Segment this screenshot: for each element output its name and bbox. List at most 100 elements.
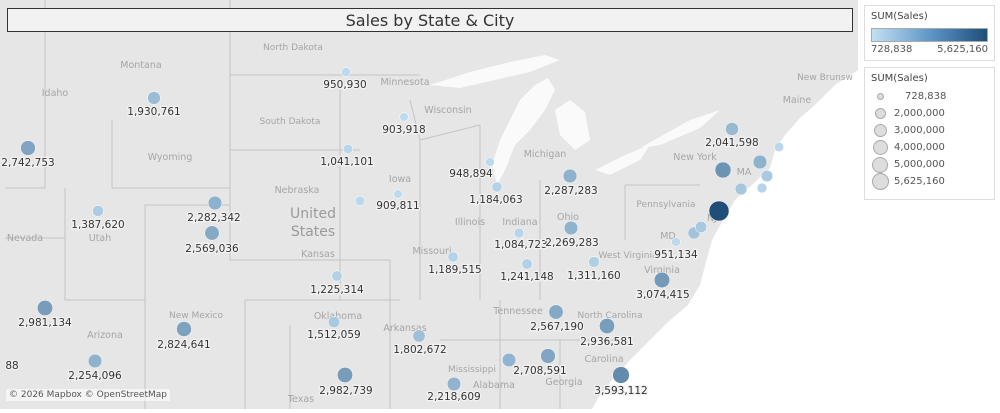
state-label: North Dakota — [263, 43, 323, 53]
state-label: NJ — [707, 213, 717, 224]
state-label: Wisconsin — [424, 105, 471, 116]
sales-marker — [337, 367, 353, 383]
size-legend-item: 4,000,000 — [865, 139, 994, 156]
sales-label: 1,225,314 — [310, 284, 364, 296]
size-circle-icon — [873, 124, 887, 137]
sales-marker — [548, 304, 564, 320]
color-legend-max: 5,625,160 — [937, 44, 988, 55]
sales-label: 2,287,283 — [544, 185, 597, 197]
state-label: Indiana — [502, 217, 537, 228]
sales-label: 2,254,096 — [68, 370, 122, 382]
color-gradient-bar — [871, 28, 988, 42]
state-label: Nevada — [7, 233, 43, 244]
state-label: Tennessee — [492, 306, 543, 317]
state-label: New Mexico — [169, 311, 223, 321]
sales-label: 2,569,036 — [185, 243, 239, 255]
sales-marker — [176, 321, 192, 337]
sales-label: 2,982,739 — [319, 385, 372, 397]
size-legend: SUM(Sales) 728,838 2,000,000 3,000,000 4,00… — [864, 67, 995, 200]
sales-marker — [399, 112, 409, 122]
size-circle-icon — [872, 140, 888, 155]
sales-label: 951,134 — [654, 249, 698, 261]
state-label: Ohio — [557, 212, 579, 223]
size-legend-label: 728,838 — [905, 91, 947, 102]
sales-label: 909,811 — [376, 200, 419, 212]
color-legend: SUM(Sales) 728,838 5,625,160 — [864, 5, 995, 61]
sales-label: 1,241,148 — [500, 271, 553, 283]
sales-label: 948,894 — [449, 168, 493, 180]
size-legend-label: 5,625,160 — [894, 176, 945, 187]
size-legend-title: SUM(Sales) — [871, 73, 928, 84]
sales-marker — [734, 182, 748, 196]
sales-label: 2,041,598 — [705, 137, 758, 149]
state-label: Wyoming — [148, 152, 193, 163]
state-label: Oklahoma — [314, 311, 362, 322]
sales-label: 3,593,112 — [594, 385, 647, 397]
sales-marker — [588, 256, 600, 268]
size-legend-item: 3,000,000 — [865, 122, 994, 139]
size-legend-label: 5,000,000 — [894, 159, 945, 170]
sales-label: 903,918 — [382, 124, 425, 136]
sales-label: 2,269,283 — [545, 237, 598, 249]
lake-ontario — [640, 110, 720, 148]
sales-label: 1,802,672 — [393, 344, 446, 356]
sales-marker — [446, 376, 462, 392]
sales-marker — [760, 169, 774, 183]
sales-marker — [412, 329, 426, 343]
sales-marker — [92, 205, 104, 217]
lake-superior — [430, 55, 560, 88]
state-label: Arizona — [87, 330, 123, 341]
state-label: New Brunsw — [797, 73, 853, 83]
size-circle-icon — [876, 93, 884, 100]
sales-label: 2,708,591 — [513, 365, 566, 377]
sales-label: 2,218,609 — [427, 391, 480, 403]
ocean — [592, 70, 858, 409]
state-label: Mississippi — [448, 365, 496, 375]
sales-label: 2,824,641 — [157, 339, 210, 351]
state-border — [5, 0, 46, 189]
sales-marker — [87, 353, 103, 369]
sales-marker — [612, 366, 630, 384]
size-legend-item: 5,625,160 — [865, 173, 994, 190]
size-legend-label: 2,000,000 — [894, 108, 945, 119]
state-label: Pennsylvania — [636, 200, 695, 210]
state-border — [229, 0, 390, 261]
sales-marker — [447, 251, 459, 263]
state-label: West Virginia — [599, 251, 658, 261]
sales-marker — [37, 300, 53, 316]
sales-label: 2,282,342 — [187, 212, 240, 224]
state-label: Nebraska — [275, 185, 320, 196]
sales-label: 1,930,761 — [127, 106, 180, 118]
state-label: MD — [660, 231, 676, 242]
sales-marker — [752, 154, 768, 170]
state-label: Michigan — [524, 149, 567, 160]
state-label: Idaho — [42, 88, 69, 99]
size-legend-label: 3,000,000 — [894, 125, 945, 136]
sales-marker — [694, 220, 708, 234]
sales-label: 2,742,753 — [1, 157, 54, 169]
sales-marker — [708, 200, 730, 222]
sales-marker — [774, 142, 784, 152]
map[interactable]: North Dakota Montana Minnesota South Dakota… — [0, 0, 858, 409]
state-label: Kansas — [301, 249, 335, 260]
state-label: Texas — [287, 394, 314, 405]
state-label: New York — [673, 152, 717, 163]
sales-marker — [327, 315, 341, 329]
state-label: South Dakota — [260, 117, 321, 127]
state-label: Virginia — [644, 265, 680, 276]
sales-marker — [599, 318, 615, 334]
sales-label: 1,387,620 — [71, 219, 124, 231]
color-legend-title: SUM(Sales) — [871, 11, 928, 22]
map-canvas[interactable]: North Dakota Montana Minnesota South Dakota… — [0, 0, 858, 409]
state-label: Illinois — [455, 217, 485, 228]
size-legend-label: 4,000,000 — [894, 142, 945, 153]
sales-marker — [501, 352, 517, 368]
state-label: Utah — [89, 233, 112, 244]
map-attribution[interactable]: © 2026 Mapbox © OpenStreetMap — [6, 389, 170, 401]
sales-marker — [204, 225, 220, 241]
state-border — [409, 99, 481, 141]
sales-label: 1,184,063 — [469, 194, 522, 206]
sales-label: 950,930 — [323, 79, 366, 91]
country-label: United — [290, 206, 336, 222]
sales-marker — [756, 182, 768, 194]
